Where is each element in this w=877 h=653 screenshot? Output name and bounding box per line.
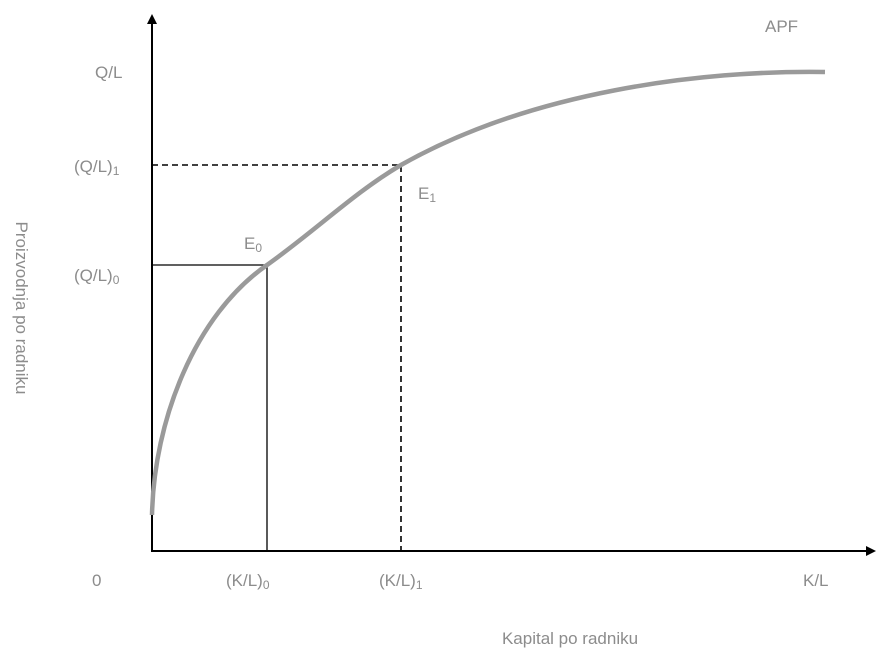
x-axis-title: Kapital po radniku (502, 629, 638, 648)
y-level-0: (Q/L)0 (74, 266, 120, 287)
point-e0: E0 (244, 234, 262, 255)
x-end-label: K/L (803, 571, 829, 590)
y-level-1: (Q/L)1 (74, 157, 120, 178)
x-origin: 0 (92, 571, 101, 590)
point-e1: E1 (418, 184, 436, 205)
apf-curve (149, 69, 826, 516)
x-level-0: (K/L)0 (226, 571, 270, 592)
guide-e1 (152, 164, 402, 551)
y-top-label: Q/L (95, 63, 122, 82)
curve-label: APF (765, 17, 798, 36)
y-axis-title: Proizvodnja po radniku (12, 222, 31, 395)
x-level-1: (K/L)1 (379, 571, 423, 592)
